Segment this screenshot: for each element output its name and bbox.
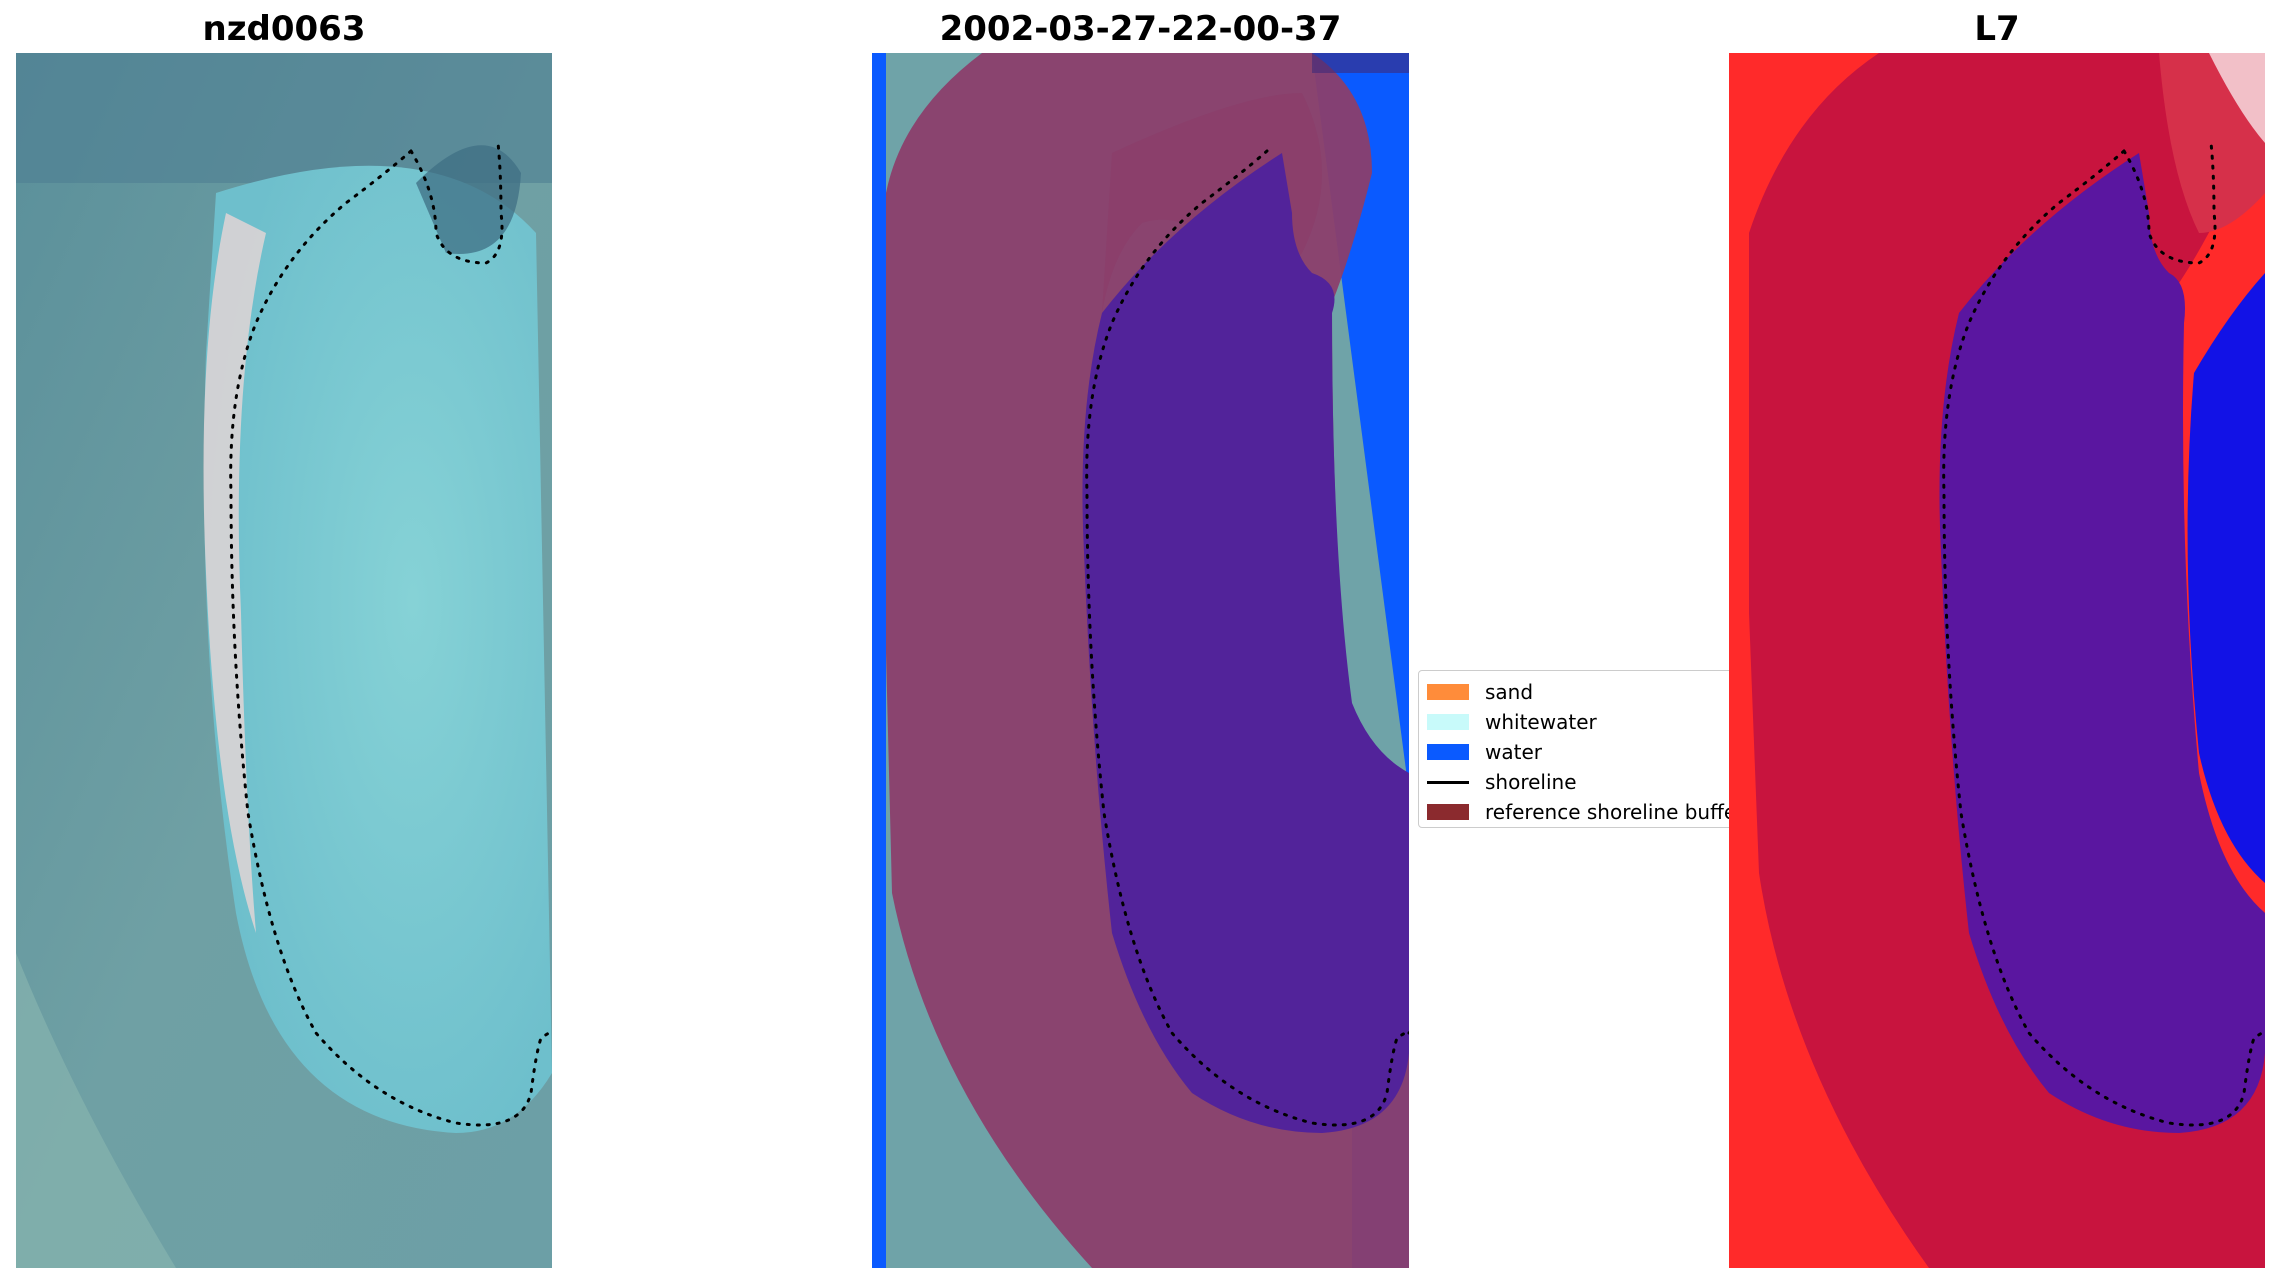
whitewater-swatch — [1427, 714, 1469, 730]
legend-label-water: water — [1485, 740, 1542, 764]
classified-top-strip — [1312, 53, 1409, 73]
rgb-lagoon — [204, 165, 552, 1133]
index-ocean — [2187, 273, 2265, 883]
panel-title-rgb: nzd0063 — [202, 9, 366, 49]
index-shoreline — [1942, 149, 2265, 1127]
classified-image-panel — [872, 53, 1409, 1268]
rgb-lower-vegetation — [16, 953, 176, 1268]
panel-title-satellite: L7 — [1974, 9, 2020, 49]
classified-shoreline — [1085, 149, 1409, 1127]
index-image-panel — [1729, 53, 2265, 1268]
rgb-image — [16, 53, 552, 1268]
rgb-inlet-shoreline — [409, 141, 504, 265]
rgb-image-panel — [16, 53, 552, 1268]
legend-label-reference-buffer: reference shoreline buffer — [1485, 800, 1738, 824]
water-swatch — [1427, 744, 1469, 760]
legend-item-reference-buffer: reference shoreline buffer — [1419, 797, 1737, 827]
rgb-inlet — [416, 145, 521, 254]
reference-buffer-swatch — [1427, 804, 1469, 820]
index-lagoon — [1939, 153, 2265, 1133]
classified-image — [872, 53, 1409, 1268]
legend-label-shoreline: shoreline — [1485, 770, 1577, 794]
legend-label-whitewater: whitewater — [1485, 710, 1597, 734]
legend-label-sand: sand — [1485, 680, 1534, 704]
index-bright-corner — [2209, 53, 2265, 143]
sand-swatch — [1427, 684, 1469, 700]
classified-water-left — [872, 53, 886, 1268]
legend-item-sand: sand — [1419, 677, 1737, 707]
legend-item-whitewater: whitewater — [1419, 707, 1737, 737]
index-image — [1729, 53, 2265, 1268]
shoreline-swatch — [1427, 781, 1469, 784]
rgb-sand-strip — [203, 213, 266, 933]
panel-title-date: 2002-03-27-22-00-37 — [939, 9, 1342, 49]
legend-item-water: water — [1419, 737, 1737, 767]
rgb-shoreline — [229, 149, 552, 1127]
legend-item-shoreline: shoreline — [1419, 767, 1737, 797]
index-inlet-shoreline — [2122, 141, 2217, 265]
legend: sand whitewater water shoreline referenc… — [1418, 670, 1738, 828]
classified-lagoon — [1082, 153, 1409, 1133]
